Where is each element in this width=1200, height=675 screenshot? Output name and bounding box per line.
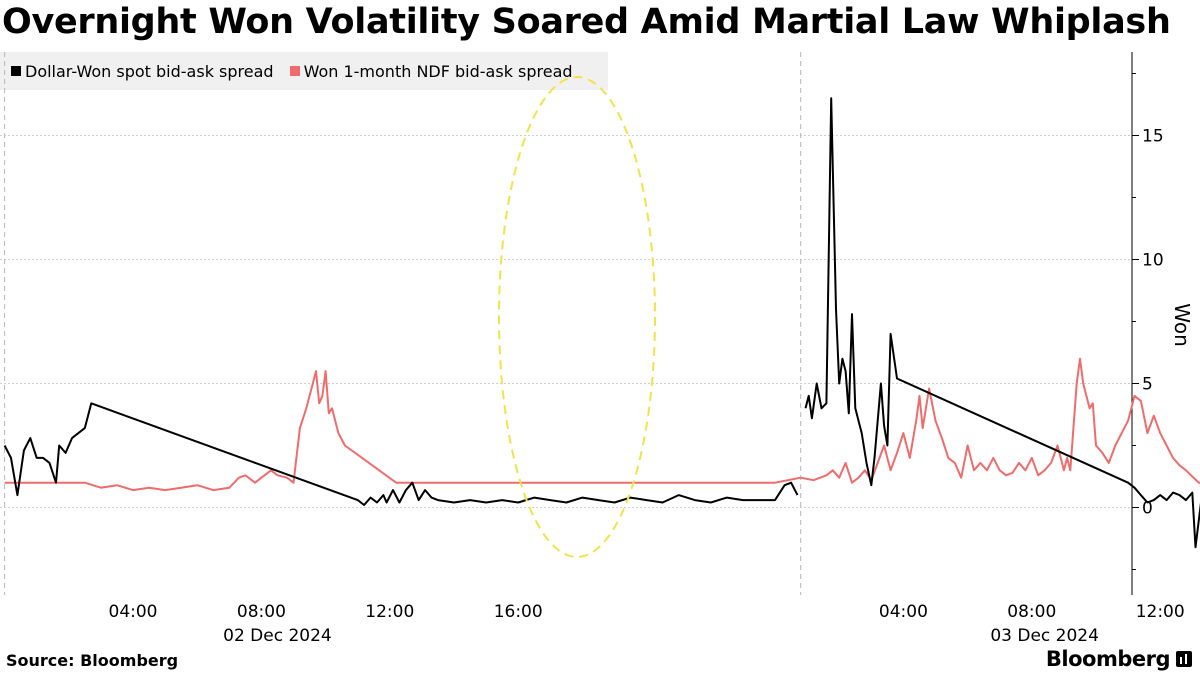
x-tick-label: 08:00 — [1007, 602, 1056, 622]
x-date-label: 03 Dec 2024 — [990, 626, 1099, 646]
highlight-ellipse — [498, 76, 656, 558]
brand-logo: Bloomberg — [1046, 647, 1192, 671]
x-tick-label: 16:00 — [494, 602, 543, 622]
y-tick-label-15: 15 — [1142, 127, 1164, 147]
x-date-label: 02 Dec 2024 — [223, 626, 332, 646]
x-tick-label: 04:00 — [879, 602, 928, 622]
legend-swatch-ndf — [289, 66, 300, 76]
legend-swatch-spot — [11, 66, 21, 76]
spot-spread-line-1 — [804, 97, 1200, 549]
chart-legend: Dollar-Won spot bid-ask spread Won 1-mon… — [0, 52, 608, 90]
source-note: Source: Bloomberg — [6, 651, 179, 670]
y-tick-label-5: 5 — [1142, 375, 1153, 395]
x-tick-label: 08:00 — [237, 602, 286, 622]
y-axis-label: Won — [1170, 303, 1194, 347]
legend-item-spot: Dollar-Won spot bid-ask spread — [11, 62, 274, 81]
legend-label-ndf: Won 1-month NDF bid-ask spread — [303, 61, 573, 81]
brand-name: Bloomberg — [1045, 647, 1171, 671]
legend-label-spot: Dollar-Won spot bid-ask spread — [25, 61, 274, 81]
x-tick-label: 12:00 — [365, 602, 414, 622]
legend-item-ndf: Won 1-month NDF bid-ask spread — [289, 61, 573, 81]
chart-title: Overnight Won Volatility Soared Amid Mar… — [2, 2, 1171, 42]
y-tick-label-0: 0 — [1142, 499, 1153, 519]
ndf-spread-line-0 — [4, 357, 1200, 492]
bloomberg-icon — [1176, 651, 1192, 667]
x-tick-label: 12:00 — [1136, 602, 1185, 622]
y-tick-label-10: 10 — [1142, 251, 1164, 271]
spot-spread-line-0 — [3, 402, 799, 506]
x-tick-label: 04:00 — [109, 602, 158, 622]
